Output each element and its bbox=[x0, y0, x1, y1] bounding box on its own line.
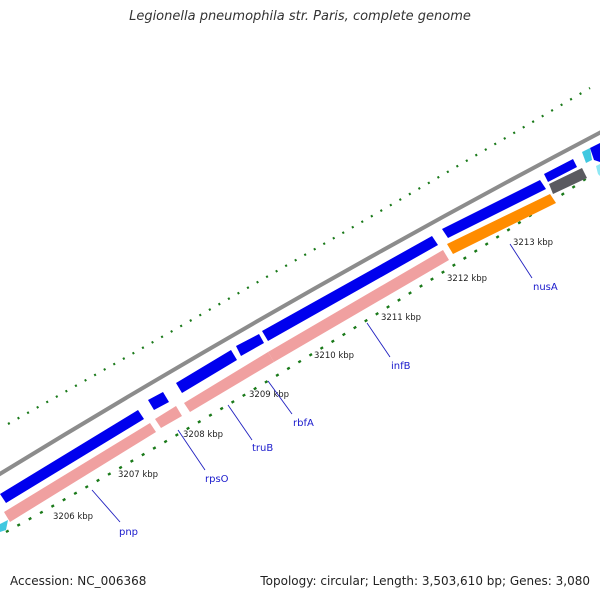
accession-text: Accession: NC_006368 bbox=[10, 574, 147, 588]
genome-backbone bbox=[0, 130, 600, 477]
feature-track[interactable] bbox=[4, 168, 587, 522]
cyan-marker-right bbox=[582, 148, 592, 163]
forward-cds-track[interactable] bbox=[0, 143, 600, 503]
tick-label-3208: 3208 kbp bbox=[183, 430, 223, 440]
feature-gray[interactable] bbox=[549, 168, 587, 194]
cds-rbfA[interactable] bbox=[236, 334, 264, 356]
feature-infB[interactable] bbox=[268, 250, 449, 362]
gene-label-nusA[interactable]: nusA bbox=[533, 282, 558, 293]
gene-labels: pnp rpsO truB rbfA infB nusA bbox=[119, 282, 558, 538]
map-title: Legionella pneumophila str. Paris, compl… bbox=[129, 9, 471, 24]
tick-label-3213: 3213 kbp bbox=[513, 238, 553, 248]
tick-label-3210: 3210 kbp bbox=[314, 351, 354, 361]
gene-label-infB[interactable]: infB bbox=[391, 361, 411, 372]
cyan-marker-left bbox=[0, 520, 8, 532]
tick-label-3209: 3209 kbp bbox=[249, 390, 289, 400]
cds-truB[interactable] bbox=[176, 350, 237, 393]
tick-label-3212: 3212 kbp bbox=[447, 274, 487, 284]
feature-nusA-highlight[interactable] bbox=[447, 194, 556, 254]
gc-dot-track-inner bbox=[5, 175, 591, 534]
cds-next[interactable] bbox=[544, 159, 577, 182]
gene-label-rpsO[interactable]: rpsO bbox=[205, 474, 229, 485]
feature-pnp[interactable] bbox=[4, 423, 156, 522]
cds-rpsO[interactable] bbox=[148, 392, 169, 410]
tick-label-3206: 3206 kbp bbox=[53, 512, 93, 522]
cyan-marker-right-2 bbox=[596, 164, 600, 176]
cds-nusA[interactable] bbox=[442, 180, 546, 238]
tick-labels: 3206 kbp 3207 kbp 3208 kbp 3209 kbp 3210… bbox=[53, 238, 553, 522]
tick-label-3211: 3211 kbp bbox=[381, 313, 421, 323]
gene-label-pnp[interactable]: pnp bbox=[119, 527, 138, 538]
topology-text: Topology: circular; Length: 3,503,610 bp… bbox=[260, 574, 590, 588]
cds-infB[interactable] bbox=[262, 236, 438, 341]
tick-label-3207: 3207 kbp bbox=[118, 470, 158, 480]
cds-pnp[interactable] bbox=[0, 410, 144, 503]
gene-label-truB[interactable]: truB bbox=[252, 443, 273, 454]
gene-leader-lines bbox=[91, 243, 533, 523]
gc-dot-track-outer bbox=[7, 87, 591, 425]
feature-rpsO[interactable] bbox=[155, 406, 182, 428]
cds-edge[interactable] bbox=[590, 143, 600, 162]
feature-truB[interactable] bbox=[184, 352, 274, 412]
gene-label-rbfA[interactable]: rbfA bbox=[293, 418, 314, 429]
